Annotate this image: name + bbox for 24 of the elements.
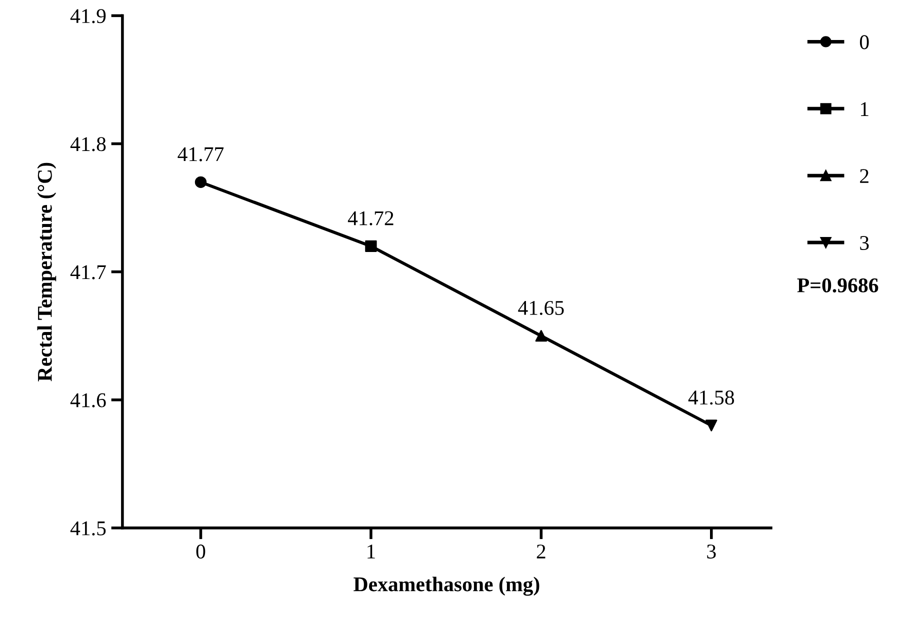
point (535, 330, 548, 342)
y-axis-title: Rectal Temperature (°C) (37, 162, 56, 382)
x-tick-label: 1 (368, 544, 375, 558)
legend-label: 3 (860, 236, 869, 250)
legend-label: 0 (860, 35, 869, 50)
x-tick-label: 2 (536, 544, 546, 558)
point (194, 176, 207, 188)
x-tick-label: 3 (707, 544, 716, 559)
x-tick-label: 0 (196, 544, 206, 559)
data-label: 41.77 (178, 147, 224, 162)
y-tick-label: 41.6 (70, 393, 106, 408)
point (706, 420, 718, 432)
y-tick-label: 41.9 (70, 9, 106, 24)
data-label: 41.65 (518, 300, 564, 316)
point (365, 240, 377, 252)
data-label: 41.58 (688, 390, 734, 405)
legend-label: 2 (860, 169, 868, 183)
text: P=0.9686 (797, 278, 878, 292)
x-axis-title: Dexamethasone (mg) (354, 576, 540, 596)
legend-label: 1 (860, 102, 868, 116)
y-tick-label: 41.5 (70, 521, 106, 536)
data-label: 41.72 (348, 211, 394, 226)
y-tick-label: 41.7 (70, 265, 106, 280)
y-tick-label: 41.8 (70, 137, 106, 152)
